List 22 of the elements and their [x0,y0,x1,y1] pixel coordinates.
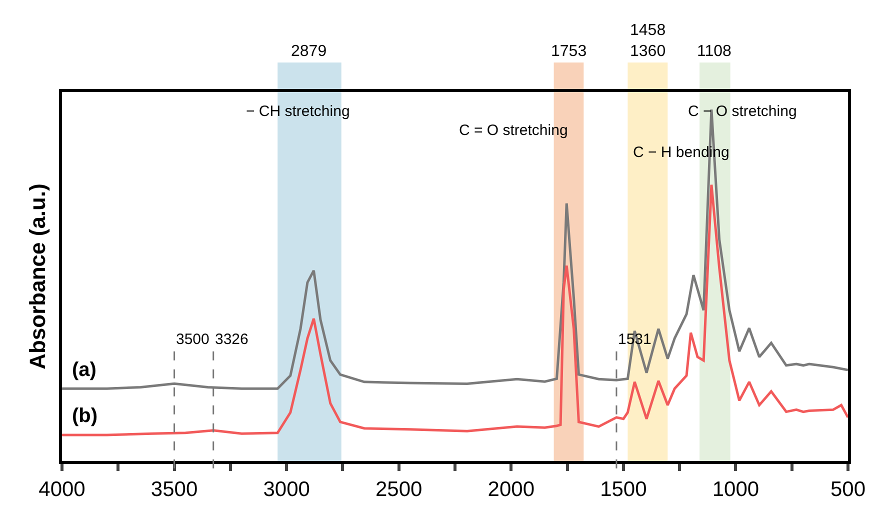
annotation: C − O stretching [688,103,797,120]
x-tick-label: 1000 [712,478,760,502]
annotation: C = O stretching [459,122,568,139]
annotation: C − H bending [633,144,730,161]
x-tick-label: 3500 [150,478,198,502]
x-tick-label: 2000 [488,478,534,502]
ref-line-label: 1531 [618,331,652,348]
x-tick-label: 500 [830,478,866,502]
ref-line-label: 3500 [176,331,210,348]
band-label: 1753 [551,43,587,60]
x-tick-label: 1500 [600,478,647,502]
x-tick-label: 4000 [38,478,86,502]
annotation: − CH stretching [246,103,350,120]
x-tick-label: 3000 [263,478,310,502]
x-tick-label: 2500 [376,478,422,502]
band-label: 2879 [291,43,327,60]
series-label: (a) [72,359,96,381]
y-axis-title: Absorbance (a.u.) [24,184,50,370]
ref-line-label: 3326 [215,331,248,348]
band-label: 1458 1360 [630,22,666,60]
series-label: (b) [72,405,98,427]
band-label: 1108 [697,43,732,60]
